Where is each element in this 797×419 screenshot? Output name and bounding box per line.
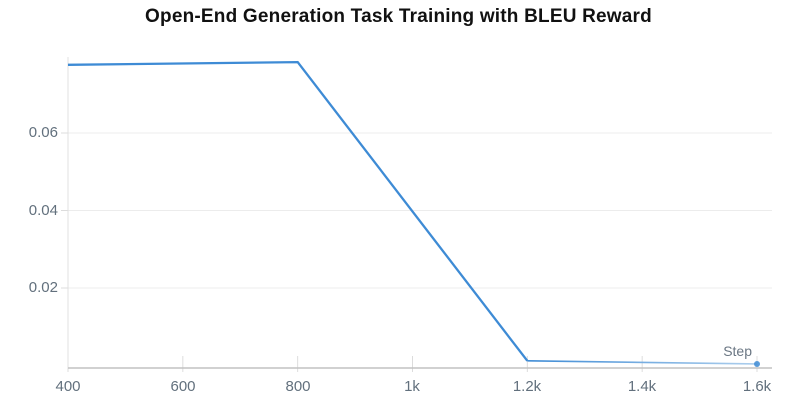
x-tick-label: 1.2k: [512, 378, 542, 395]
x-tick-label: 1.6k: [742, 378, 772, 395]
y-tick-label: 0.06: [28, 124, 58, 141]
x-tick-label: 800: [285, 378, 311, 395]
x-tick-label: 1.4k: [627, 378, 657, 395]
x-tick-label: 400: [55, 378, 81, 395]
y-tick-label: 0.02: [28, 279, 58, 296]
series-line: [67, 60, 529, 362]
chart-title: Open-End Generation Task Training with B…: [145, 6, 652, 27]
x-tick-label: 1k: [404, 378, 420, 395]
y-tick-label: 0.04: [28, 202, 58, 219]
series-line-tail: [527, 360, 758, 365]
x-tick-label: 600: [170, 378, 196, 395]
x-axis-title: Step: [723, 343, 752, 359]
series-end-point: [754, 360, 760, 367]
